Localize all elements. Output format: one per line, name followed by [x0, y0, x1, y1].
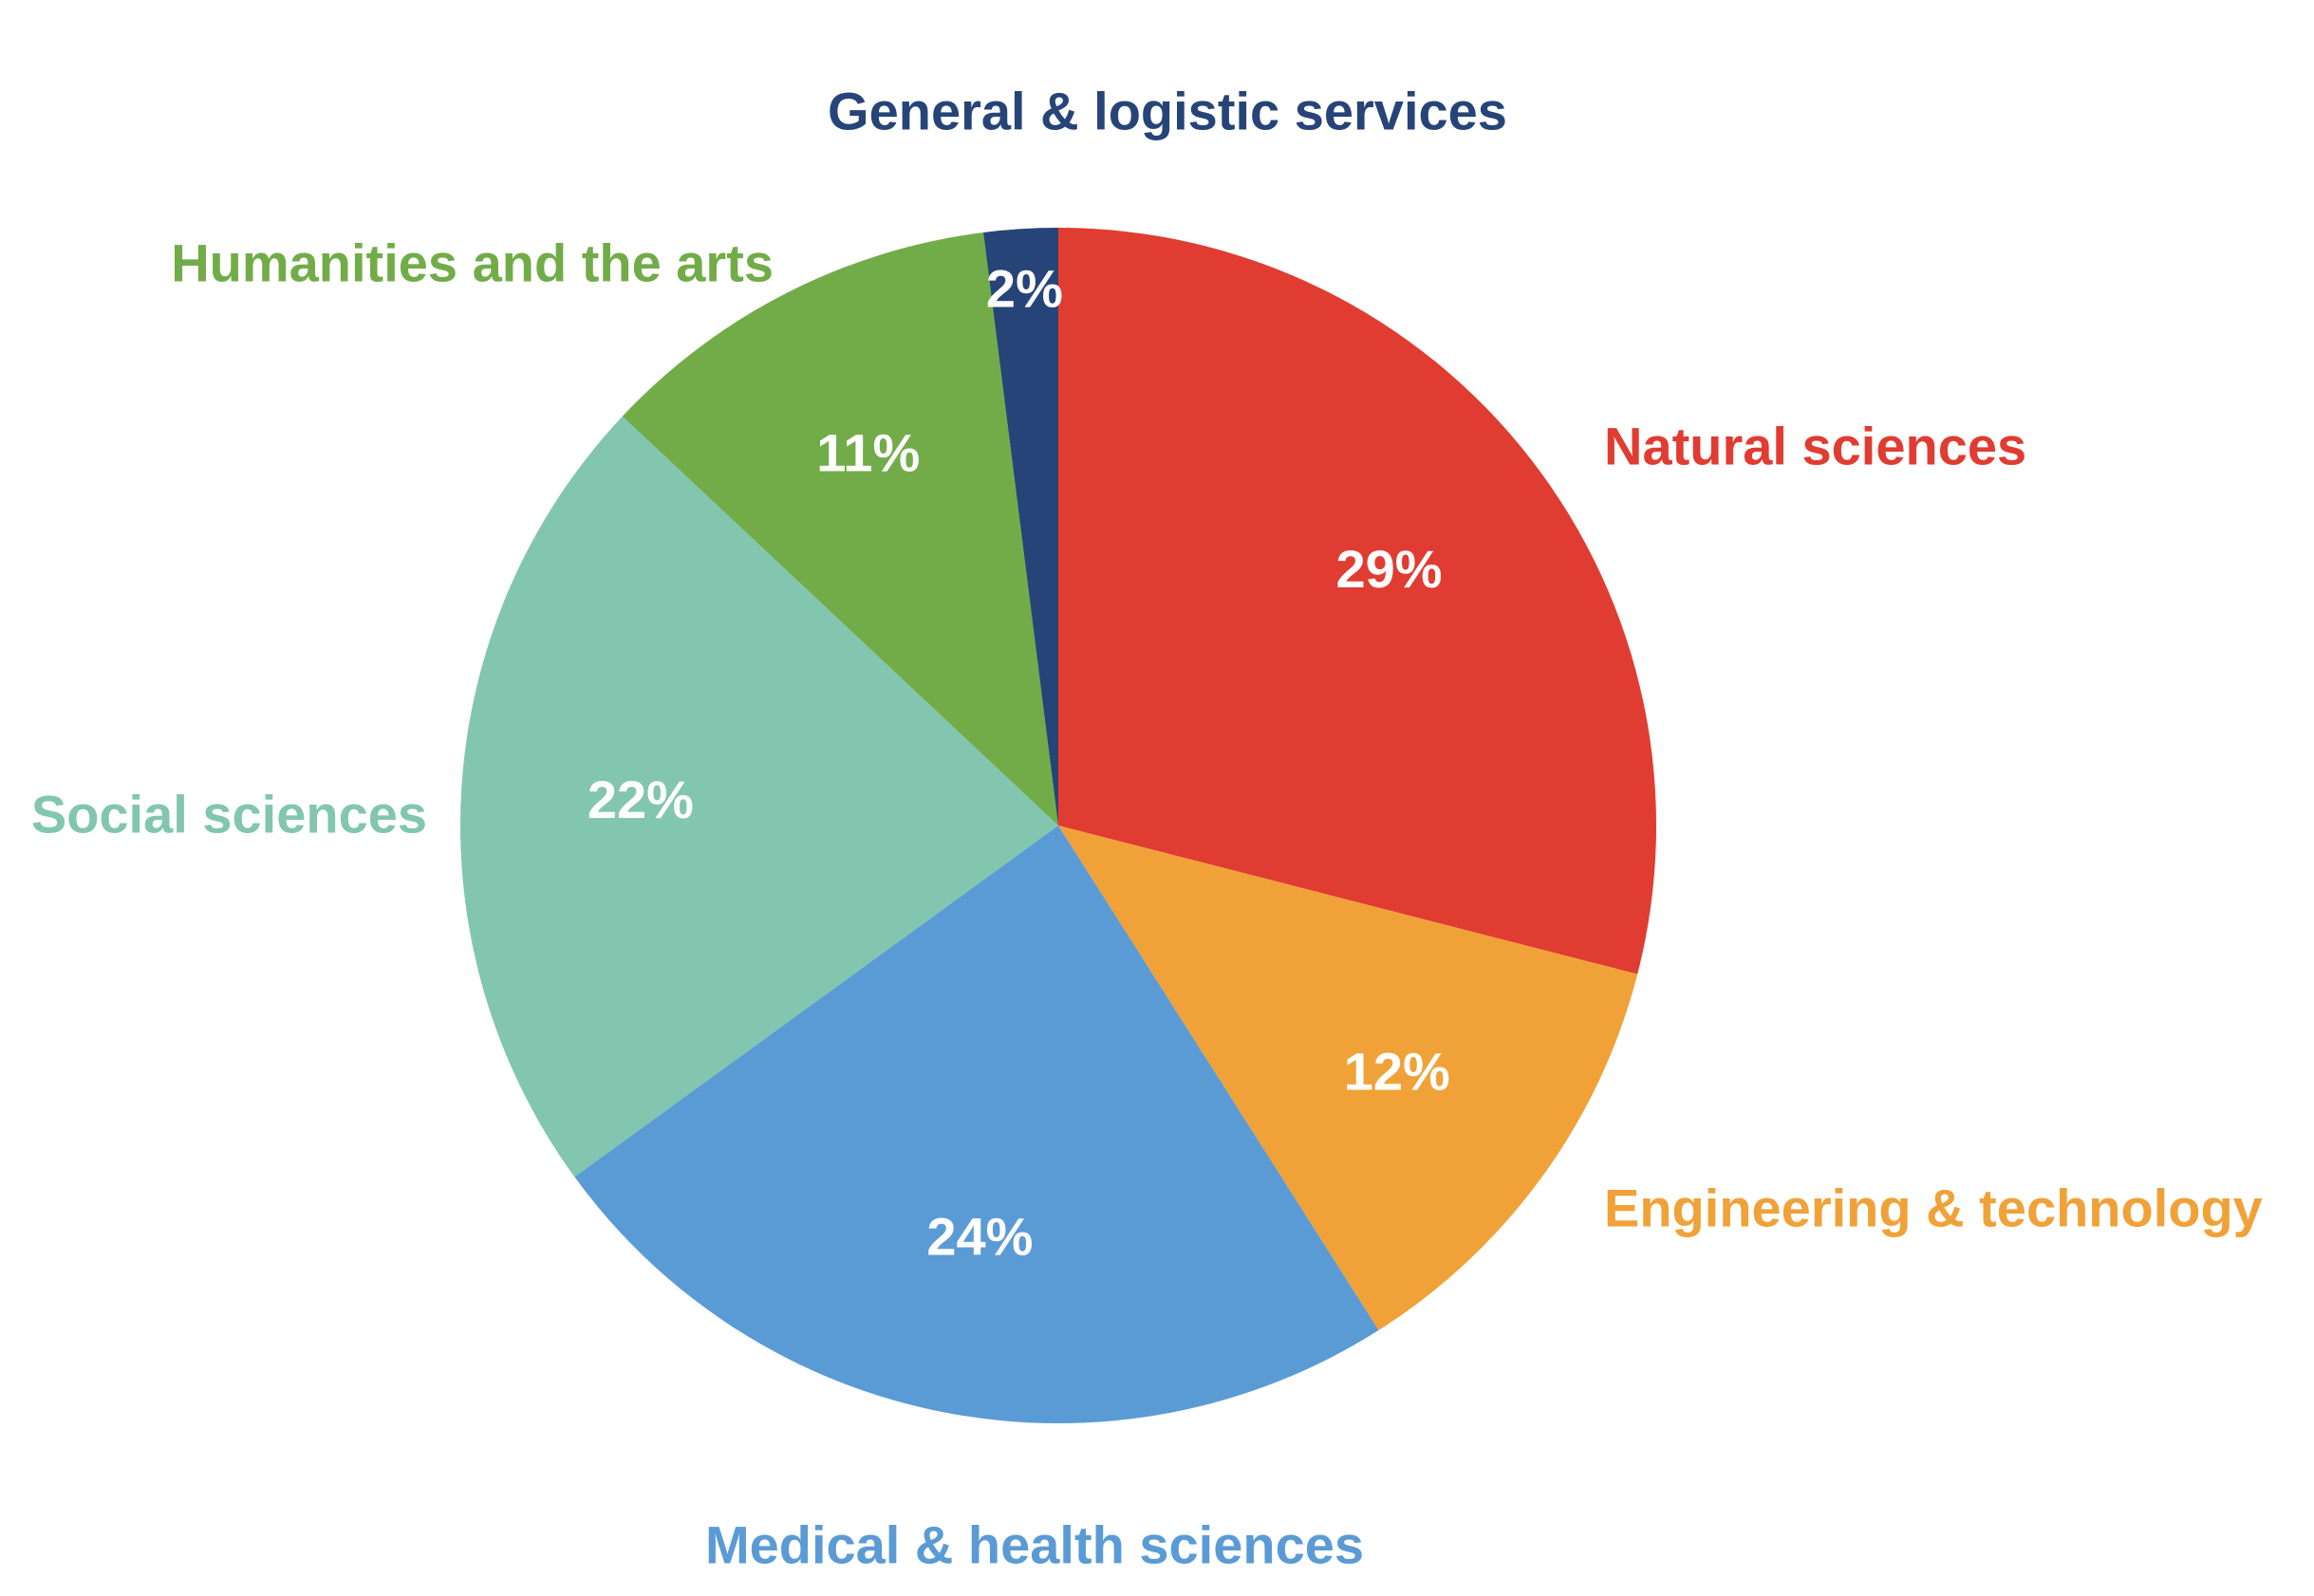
category-label-natural-sciences: Natural sciences — [1604, 417, 2026, 476]
slice-humanities-and-the-arts — [622, 232, 1058, 826]
slice-natural-sciences — [1058, 228, 1657, 974]
category-label-social-sciences: Social sciences — [31, 785, 427, 844]
category-label-medical-and-health-sciences: Medical & health sciences — [705, 1515, 1364, 1575]
percentage-labels: 29% 12% 24% 22% 11% 2% — [588, 259, 1450, 1267]
percent-label-social-sciences: 22% — [588, 770, 694, 829]
percent-label-engineering-and-technology: 12% — [1344, 1042, 1450, 1102]
category-labels: Natural sciences Engineering & technology… — [31, 82, 2263, 1575]
slice-general-and-logistic-services — [983, 228, 1058, 826]
slice-medical-and-health-sciences — [574, 826, 1379, 1424]
percent-label-natural-sciences: 29% — [1335, 539, 1442, 599]
slice-social-sciences — [460, 416, 1058, 1178]
category-label-engineering-and-technology: Engineering & technology — [1604, 1178, 2263, 1238]
slice-engineering-and-technology — [1058, 826, 1638, 1330]
pie-slices — [460, 228, 1657, 1424]
percent-label-general-and-logistic-services: 2% — [986, 259, 1063, 319]
category-label-humanities-and-the-arts: Humanities and the arts — [171, 233, 774, 293]
percent-label-humanities-and-the-arts: 11% — [816, 423, 920, 483]
percent-label-medical-and-health-sciences: 24% — [926, 1207, 1033, 1267]
category-label-general-and-logistic-services: General & logistic services — [828, 82, 1507, 141]
